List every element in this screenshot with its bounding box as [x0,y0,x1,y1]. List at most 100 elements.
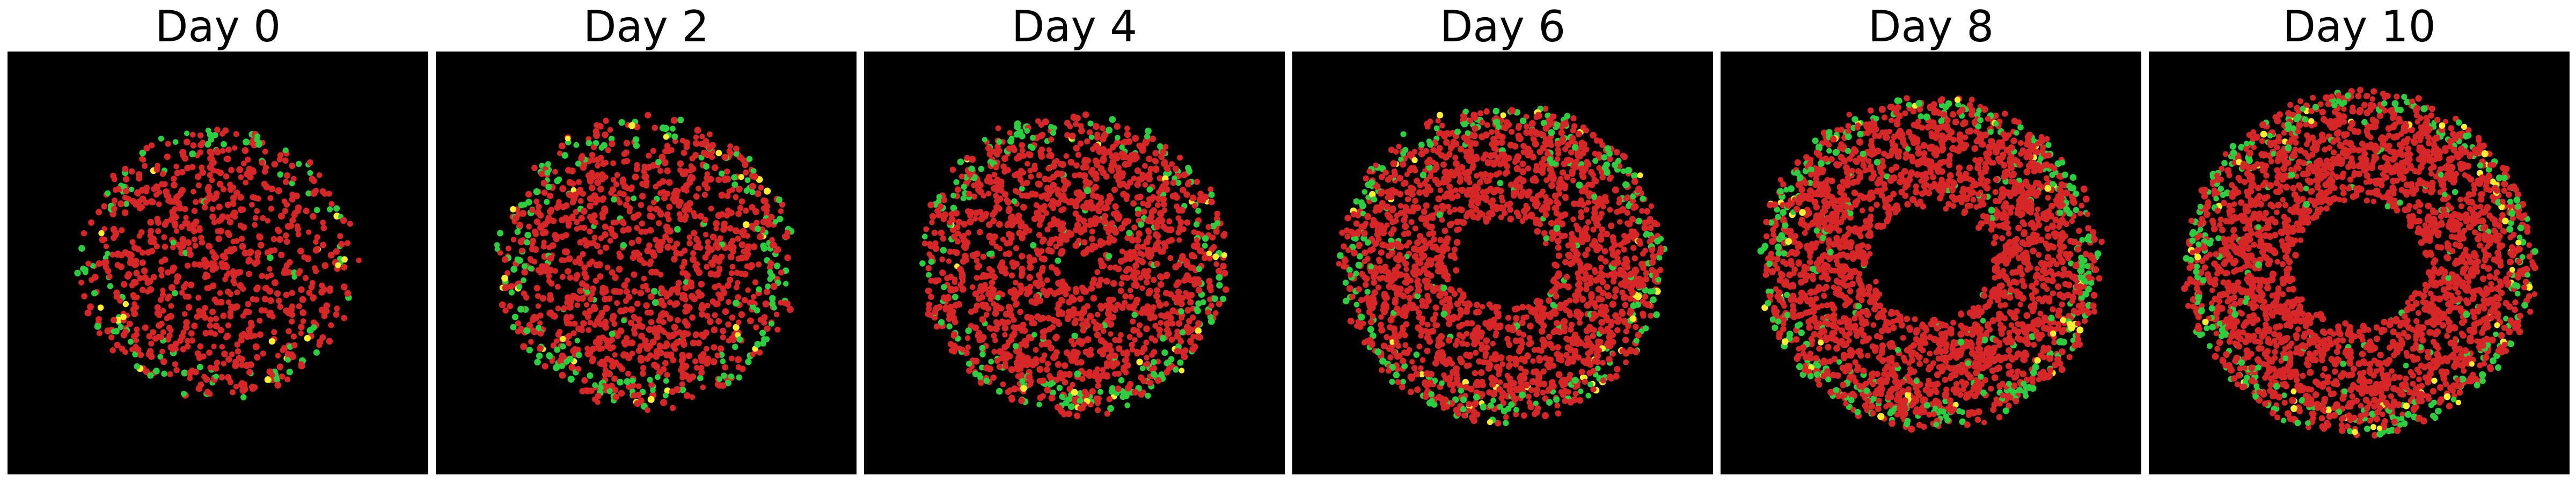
red-cell-dot [1008,215,1014,222]
green-cell-dot [1029,145,1036,151]
red-cell-dot [1124,131,1131,138]
red-cell-dot [1140,345,1148,353]
red-cell-dot [1040,333,1047,340]
green-cell-dot [1374,348,1382,355]
red-cell-dot [1054,220,1062,228]
red-cell-dot [928,294,934,300]
red-cell-dot [1011,385,1019,393]
red-cell-dot [1158,186,1165,193]
red-cell-dot [991,301,997,307]
red-cell-dot [663,340,670,346]
green-cell-dot [1030,242,1037,249]
red-cell-dot [264,274,270,280]
red-cell-dot [740,157,746,163]
red-cell-dot [757,233,764,240]
red-cell-dot [609,140,616,148]
red-cell-dot [1152,158,1158,164]
red-cell-dot [1001,265,1008,272]
red-cell-dot [306,289,313,296]
red-cell-dot [266,368,274,375]
red-cell-dot [1555,371,1563,378]
red-cell-dot [774,246,781,253]
red-cell-dot [739,365,746,372]
red-cell-dot [1512,411,1519,418]
red-cell-dot [568,314,574,320]
red-cell-dot [650,148,656,154]
red-cell-dot [237,194,244,201]
red-cell-dot [580,320,587,327]
red-cell-dot [1495,420,1502,427]
red-cell-dot [1160,201,1167,208]
red-cell-dot [1029,362,1036,369]
yellow-cell-dot [1071,389,1078,396]
red-cell-dot [1567,346,1574,353]
red-cell-dot [1353,220,1360,227]
red-cell-dot [1412,197,1418,204]
red-cell-dot [1099,125,1106,131]
red-cell-dot [668,351,675,357]
green-cell-dot [554,346,561,353]
red-cell-dot [1082,111,1089,118]
red-cell-dot [202,305,208,311]
red-cell-dot [577,287,584,295]
red-cell-dot [630,254,636,261]
red-cell-dot [1614,318,1622,325]
red-cell-dot [620,191,627,197]
red-cell-dot [219,130,225,137]
green-cell-dot [139,149,147,157]
red-cell-dot [1432,311,1439,317]
red-cell-dot [171,206,178,213]
red-cell-dot [228,167,235,173]
red-cell-dot [321,262,329,269]
red-cell-dot [617,253,624,260]
red-cell-dot [529,240,536,247]
red-cell-dot [1390,160,1397,167]
red-cell-dot [665,179,673,186]
red-cell-dot [508,283,515,290]
red-cell-dot [297,268,303,274]
red-cell-dot [716,267,723,273]
red-cell-dot [1419,319,1426,326]
red-cell-dot [955,301,962,308]
red-cell-dot [1118,281,1125,287]
red-cell-dot [238,356,245,363]
red-cell-dot [136,171,143,178]
green-cell-dot [1139,365,1146,371]
green-cell-dot [1202,235,1209,242]
red-cell-dot [1142,163,1148,169]
red-cell-dot [664,372,670,378]
red-cell-dot [1073,189,1081,197]
green-cell-dot [1050,129,1057,136]
red-cell-dot [284,172,290,179]
red-cell-dot [1050,181,1057,189]
red-cell-dot [1208,186,1214,193]
red-cell-dot [986,365,993,372]
green-cell-dot [1159,335,1167,342]
red-cell-dot [1607,207,1613,213]
red-cell-dot [991,333,997,339]
red-cell-dot [1135,244,1141,251]
red-cell-dot [602,208,609,215]
yellow-cell-dot [1020,385,1027,392]
red-cell-dot [1044,226,1051,233]
red-cell-dot [1017,309,1023,315]
red-cell-dot [114,251,121,258]
green-cell-dot [277,171,284,178]
red-cell-dot [1457,382,1463,389]
red-cell-dot [675,290,681,296]
red-cell-dot [992,337,998,343]
red-cell-dot [1191,229,1197,235]
red-cell-dot [122,249,129,257]
red-cell-dot [627,319,634,326]
red-cell-dot [581,270,588,277]
red-cell-dot [295,226,301,233]
red-cell-dot [195,385,203,392]
red-cell-dot [652,268,660,276]
red-cell-dot [946,258,952,264]
red-cell-dot [987,273,994,279]
red-cell-dot [1111,186,1118,193]
red-cell-dot [1144,201,1152,208]
red-cell-dot [257,331,264,338]
red-cell-dot [631,392,638,399]
red-cell-dot [1023,192,1030,199]
